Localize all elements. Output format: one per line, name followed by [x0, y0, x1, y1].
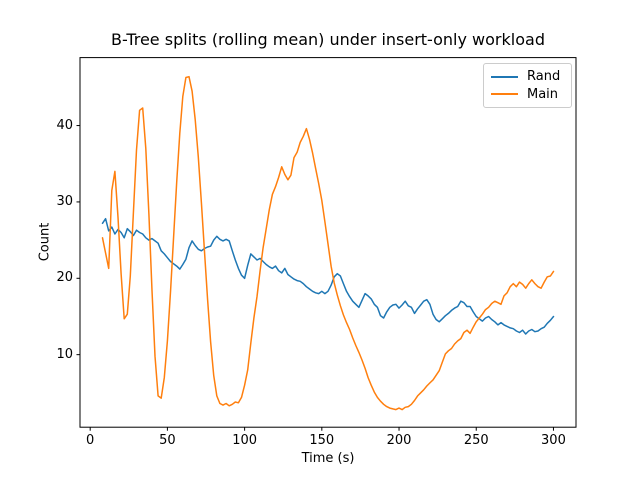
x-tick-label: 250	[463, 433, 489, 448]
legend-entry-main: Main	[491, 87, 564, 102]
main-line-sample	[491, 93, 518, 96]
legend-entry-rand: Rand	[491, 69, 564, 84]
y-tick-label: 40	[56, 117, 73, 133]
axes-spines	[79, 57, 577, 428]
x-tick-label: 300	[541, 433, 566, 448]
chart-title: B-Tree splits (rolling mean) under inser…	[111, 30, 545, 49]
y-tick-label: 10	[56, 346, 73, 362]
x-tick-label: 100	[232, 433, 258, 448]
y-axis-label: Count	[37, 222, 53, 262]
series-line-rand	[101, 217, 555, 335]
x-tick-label: 150	[309, 433, 335, 448]
legend-label-main: Main	[527, 86, 559, 102]
x-tick-label: 200	[386, 433, 412, 448]
legend: Rand Main	[483, 63, 572, 108]
x-tick-label: 50	[159, 433, 176, 448]
series-line-main	[101, 75, 555, 411]
rand-line-sample	[491, 75, 518, 78]
x-axis-label: Time (s)	[301, 451, 355, 466]
legend-label-rand: Rand	[527, 69, 561, 85]
y-tick-label: 30	[56, 193, 73, 209]
y-tick-label: 20	[56, 270, 73, 286]
x-tick-label: 0	[86, 433, 95, 448]
